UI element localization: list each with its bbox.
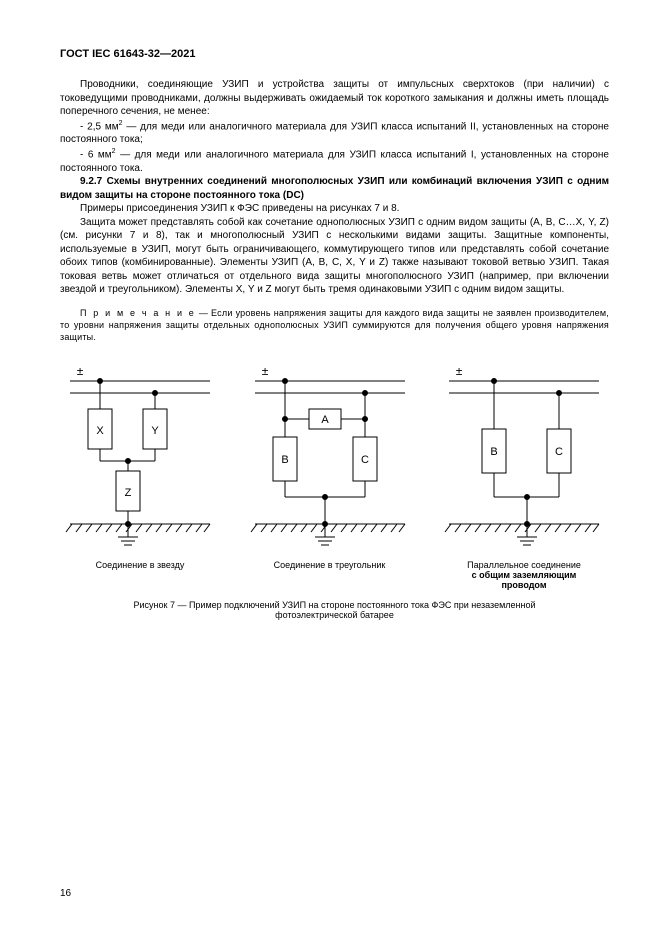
label-pm-1: ±: [77, 364, 84, 378]
diagram-triangle-svg: A B C: [245, 359, 415, 549]
list-item-1: - 2,5 мм2 — для меди или аналогичного ма…: [60, 119, 609, 147]
diagram-star-svg: X Y Z: [60, 359, 220, 549]
paragraph-2: Примеры присоединения УЗИП к ФЭС приведе…: [60, 202, 609, 216]
cap3-l3: проводом: [502, 580, 547, 590]
paragraph-3: Защита может представлять собой как соче…: [60, 216, 609, 297]
diagram-star: X Y Z: [60, 359, 220, 570]
cap3-l2: с общим заземляющим: [472, 570, 577, 580]
list-item-2: - 6 мм2 — для меди или аналогичного мате…: [60, 147, 609, 175]
label-b2: B: [490, 446, 497, 458]
caption-triangle: Соединение в треугольник: [245, 560, 415, 570]
li1-prefix: - 2,5 мм: [80, 121, 119, 132]
label-y: Y: [151, 425, 159, 437]
diagram-parallel: B C ±: [439, 359, 609, 590]
section-title: Схемы внутренних соединений многополюсны…: [60, 176, 609, 201]
caption-parallel: Параллельное соединение с общим заземляю…: [439, 560, 609, 590]
section-heading: 9.2.7 Схемы внутренних соединений многоп…: [60, 175, 609, 202]
fig-title-l2: фотоэлектрической батарее: [275, 610, 394, 620]
label-c2: C: [555, 446, 563, 458]
figure-row: X Y Z: [60, 359, 609, 590]
li2-body: — для меди или аналогичного материала дл…: [60, 149, 609, 174]
label-a: A: [321, 414, 329, 426]
cap3-l1: Параллельное соединение: [467, 560, 581, 570]
page-number: 16: [60, 888, 71, 899]
section-number: 9.2.7: [80, 176, 107, 187]
label-c: C: [361, 454, 369, 466]
diagram-parallel-svg: B C ±: [439, 359, 609, 549]
caption-star: Соединение в звезду: [60, 560, 220, 570]
note: П р и м е ч а н и е — Если уровень напря…: [60, 307, 609, 343]
label-pm-3: ±: [456, 364, 463, 378]
note-label: П р и м е ч а н и е: [80, 308, 196, 318]
paragraph-1: Проводники, соединяющие УЗИП и устройств…: [60, 78, 609, 119]
label-pm-2: ±: [261, 364, 268, 378]
li2-prefix: - 6 мм: [80, 149, 112, 160]
document-id: ГОСТ IEC 61643-32—2021: [60, 48, 609, 60]
figure-title: Рисунок 7 — Пример подключений УЗИП на с…: [60, 600, 609, 620]
fig-title-l1: Рисунок 7 — Пример подключений УЗИП на с…: [134, 600, 536, 610]
label-z: Z: [125, 487, 132, 499]
label-b: B: [281, 454, 288, 466]
li1-body: — для меди или аналогичного материала дл…: [60, 121, 609, 146]
label-x: X: [96, 425, 104, 437]
diagram-triangle: A B C: [245, 359, 415, 570]
page: ГОСТ IEC 61643-32—2021 Проводники, соеди…: [0, 0, 661, 935]
